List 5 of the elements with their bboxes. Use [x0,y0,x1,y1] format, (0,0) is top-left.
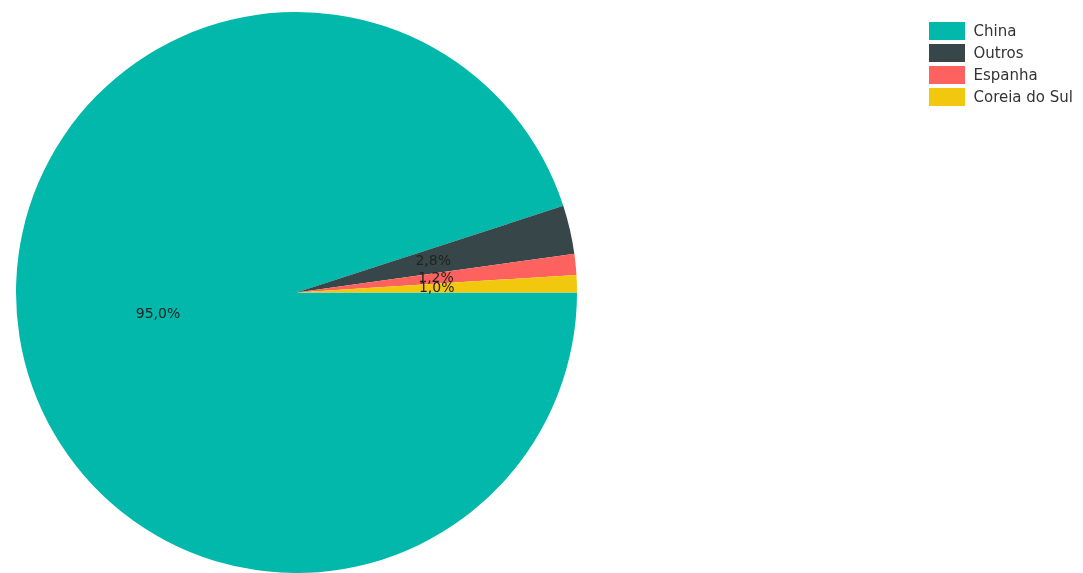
legend-label: Espanha [973,66,1038,84]
legend-label: China [973,22,1017,40]
legend-label: Outros [973,44,1024,62]
legend-label: Coreia do Sul [973,88,1073,106]
data-label: 95,0% [135,305,181,322]
